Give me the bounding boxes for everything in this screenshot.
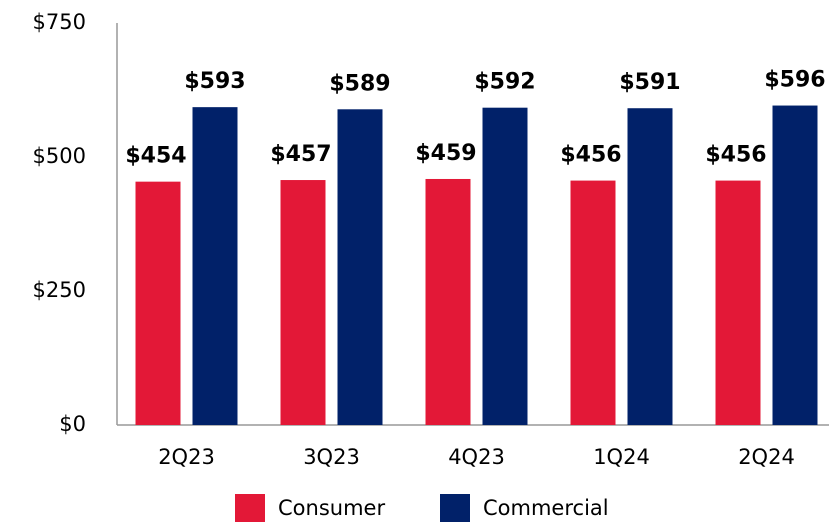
legend-label: Commercial	[483, 496, 609, 520]
data-label: $459	[415, 141, 476, 166]
data-label: $457	[270, 142, 331, 167]
y-tick-label: $750	[33, 10, 86, 34]
bar	[627, 108, 673, 425]
y-tick-label: $500	[33, 144, 86, 168]
x-tick-label: 2Q23	[158, 445, 215, 469]
data-label: $456	[705, 143, 766, 168]
data-label: $593	[184, 69, 245, 94]
bar	[337, 109, 383, 426]
legend-swatch	[235, 494, 265, 522]
bar	[715, 180, 761, 425]
x-tick-label: 1Q24	[593, 445, 650, 469]
data-label: $589	[329, 71, 390, 96]
data-label: $592	[474, 70, 535, 95]
bar	[570, 180, 616, 425]
bar	[192, 107, 238, 425]
bar	[482, 107, 528, 426]
x-tick-label: 3Q23	[303, 445, 360, 469]
bar	[772, 105, 818, 425]
x-tick-label: 4Q23	[448, 445, 505, 469]
data-label: $596	[764, 68, 825, 93]
bar	[425, 178, 471, 425]
legend-label: Consumer	[278, 496, 385, 520]
x-tick-label: 2Q24	[738, 445, 795, 469]
legend-swatch	[440, 494, 470, 522]
y-tick-label: $250	[33, 278, 86, 302]
data-label: $456	[560, 143, 621, 168]
data-label: $591	[619, 70, 680, 95]
y-tick-label: $0	[59, 412, 86, 436]
bar	[280, 180, 326, 425]
bar	[135, 181, 181, 425]
data-label: $454	[125, 144, 186, 169]
